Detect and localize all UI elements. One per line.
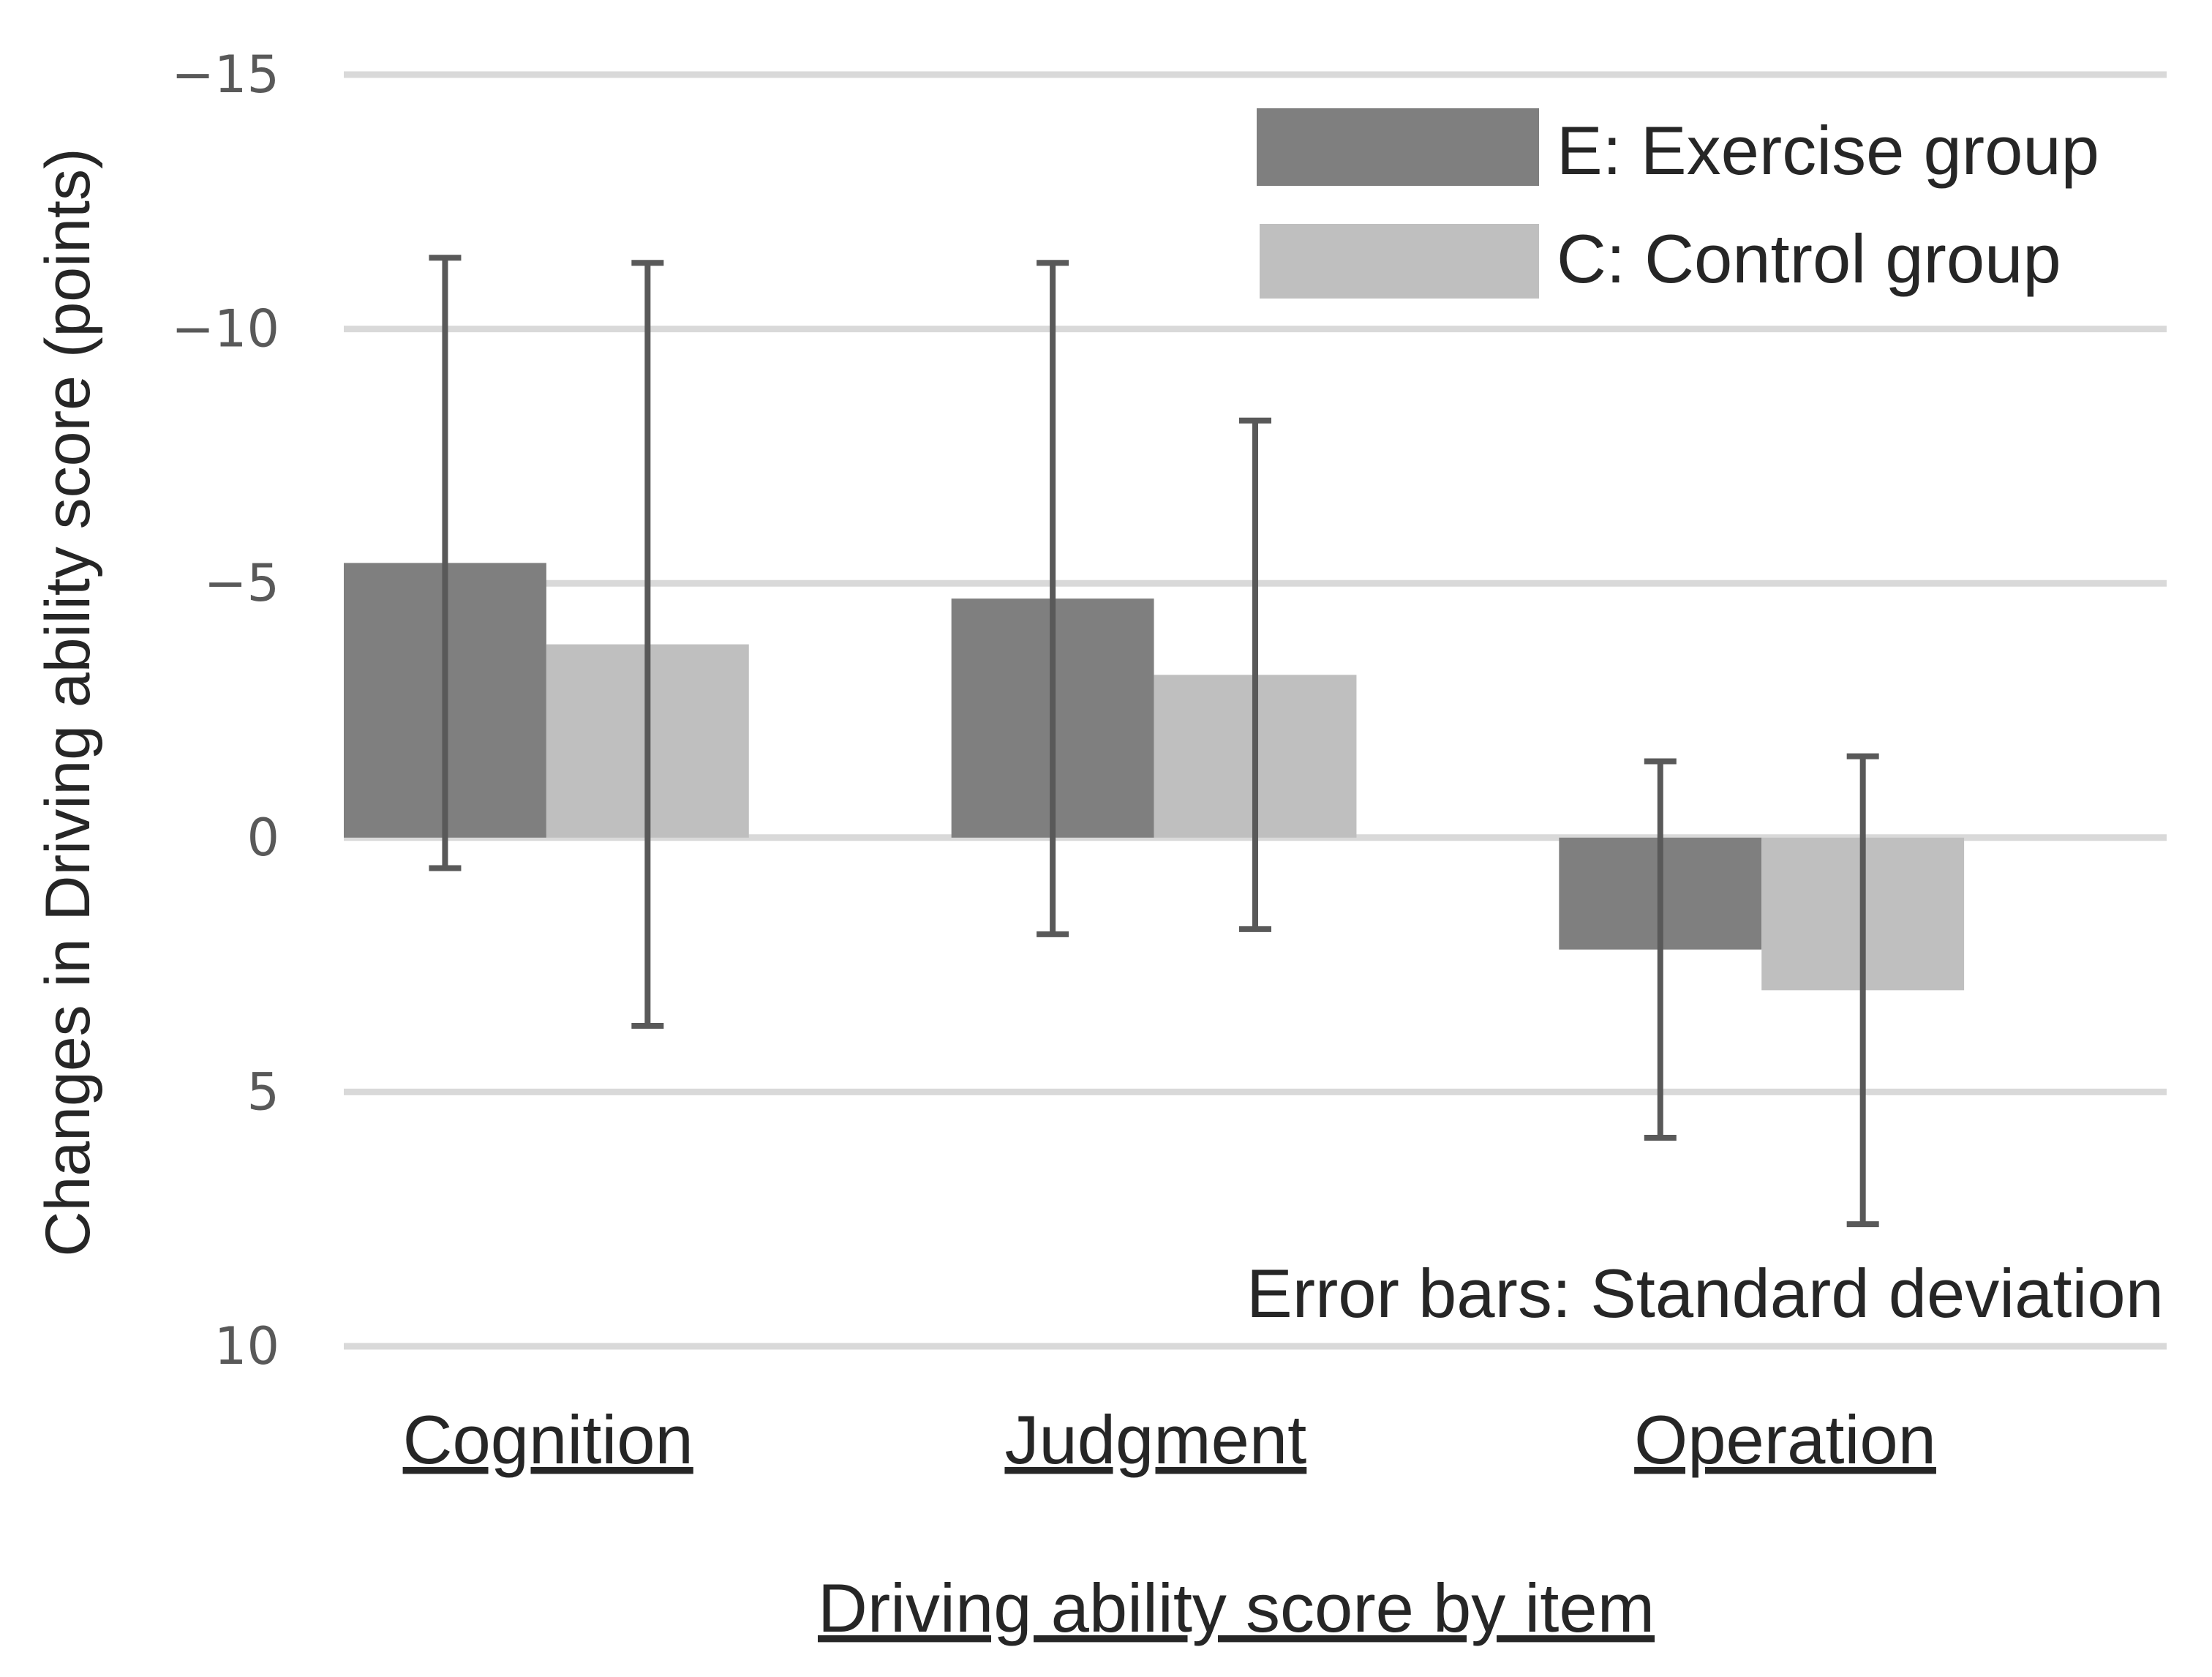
y-axis-ticks: −15 −10 −5 0 5 10 [171, 45, 279, 1376]
y-tick-label: 0 [247, 808, 279, 868]
error-bar-judgment-exercise [1037, 260, 1069, 937]
error-bar-cognition-control [631, 260, 664, 1029]
legend-label-control: C: Control group [1557, 220, 2061, 297]
y-tick-label: −5 [204, 553, 279, 613]
y-axis-label: Changes in Driving ability score (points… [33, 148, 103, 1256]
legend-swatch-control [1260, 224, 1539, 299]
y-tick-label: −15 [171, 45, 279, 105]
category-label-cognition: Cognition [403, 1401, 693, 1478]
x-axis-label: Driving ability score by item [818, 1569, 1655, 1646]
category-label-judgment: Judgment [1004, 1401, 1306, 1478]
y-tick-label: 10 [214, 1316, 279, 1376]
error-bar-operation-exercise [1644, 758, 1677, 1141]
category-labels: Cognition Judgment Operation [403, 1401, 1936, 1478]
error-bars [429, 255, 1879, 1228]
legend-swatch-exercise [1257, 108, 1539, 186]
legend: E: Exercise group C: Control group [1257, 108, 2099, 299]
error-bar-judgment-control [1239, 417, 1271, 932]
error-bar-operation-control [1846, 753, 1879, 1228]
y-tick-label: −10 [171, 299, 279, 359]
error-bar-note: Error bars: Standard deviation [1246, 1255, 2164, 1332]
y-tick-label: 5 [247, 1062, 279, 1122]
legend-label-exercise: E: Exercise group [1557, 112, 2099, 189]
error-bar-cognition-exercise [429, 255, 462, 871]
bars [344, 563, 1965, 991]
category-label-operation: Operation [1634, 1401, 1936, 1478]
